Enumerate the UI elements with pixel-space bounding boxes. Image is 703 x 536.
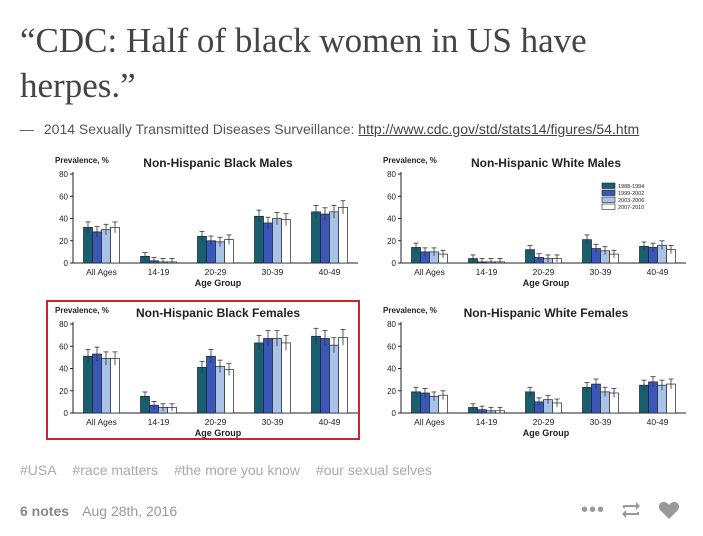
post-quote: “CDC: Half of black women in US have her… [20, 21, 587, 105]
y-tick-label: 60 [59, 192, 68, 201]
quote-source: — 2014 Sexually Transmitted Diseases Sur… [20, 121, 639, 137]
y-tick-label: 0 [64, 409, 69, 418]
x-tick-label: 14-19 [476, 267, 498, 277]
y-tick-label: 0 [64, 259, 69, 268]
y-axis-label: Prevalence, % [55, 306, 109, 315]
y-tick-label: 80 [59, 320, 68, 329]
x-tick-label: 30-39 [590, 417, 612, 427]
x-tick-label: 20-29 [533, 267, 555, 277]
legend-label: 2007-2010 [618, 205, 644, 211]
bar [311, 211, 321, 264]
y-tick-label: 60 [59, 342, 68, 351]
bar [272, 218, 282, 264]
y-tick-label: 80 [59, 170, 68, 179]
y-tick-label: 40 [59, 365, 68, 374]
x-tick-label: 14-19 [148, 417, 170, 427]
legend-swatch [601, 203, 616, 210]
y-tick-label: 20 [59, 387, 68, 396]
x-tick-label: 40-49 [647, 417, 669, 427]
tag-our-sexual-selves[interactable]: #our sexual selves [315, 462, 432, 478]
x-tick-label: 40-49 [647, 267, 669, 277]
y-tick-label: 40 [387, 365, 396, 374]
chart-svg: Non-Hispanic Black Males Prevalence, % 0 20… [55, 156, 358, 288]
chart-title: Non-Hispanic White Females [464, 306, 629, 320]
legend-label: 2003-2006 [618, 198, 644, 204]
bar [320, 213, 330, 264]
chart-title: Non-Hispanic Black Females [136, 306, 300, 320]
heart-icon[interactable] [657, 498, 681, 522]
x-tick-label: 14-19 [148, 267, 170, 277]
post-date[interactable]: Aug 28th, 2016 [82, 503, 178, 519]
post-tags: #USA #race matters #the more you know #o… [20, 462, 444, 478]
legend-swatch [601, 182, 616, 189]
post-footer: 6 notes Aug 28th, 2016 [20, 503, 177, 519]
y-tick-label: 20 [59, 237, 68, 246]
bar [329, 211, 339, 264]
notes-count[interactable]: 6 notes [20, 503, 70, 519]
y-axis-label: Prevalence, % [383, 156, 437, 165]
x-tick-label: 40-49 [319, 267, 341, 277]
y-axis-label: Prevalence, % [383, 306, 437, 315]
bar [263, 222, 273, 264]
bar [338, 207, 348, 264]
cdc-figure: Non-Hispanic Black Males Prevalence, % 0 20… [40, 150, 696, 450]
legend-label: 1999-2002 [618, 191, 644, 197]
chart-title: Non-Hispanic White Males [471, 156, 621, 170]
legend-label: 1988-1994 [618, 184, 644, 190]
y-tick-label: 40 [387, 215, 396, 224]
x-tick-label: 20-29 [205, 267, 227, 277]
chart-title: Non-Hispanic Black Males [143, 156, 293, 170]
chart-svg: Non-Hispanic Black Females Prevalence, % 0… [55, 306, 358, 438]
tag-the-more-you-know[interactable]: #the more you know [173, 462, 301, 478]
y-tick-label: 20 [387, 237, 396, 246]
x-tick-label: 30-39 [262, 267, 284, 277]
chart-svg: Non-Hispanic White Females Prevalence, % 0… [383, 306, 686, 438]
source-link[interactable]: http://www.cdc.gov/std/stats14/figures/5… [358, 121, 640, 137]
post-actions: ••• [581, 498, 681, 522]
x-tick-label: All Ages [414, 417, 445, 427]
x-tick-label: 14-19 [476, 417, 498, 427]
chart-black-males: Non-Hispanic Black Males Prevalence, % 0 20… [40, 150, 368, 300]
chart-white-females: Non-Hispanic White Females Prevalence, % 0… [368, 300, 696, 450]
chart-white-males: Non-Hispanic White Males Prevalence, % 0 20… [368, 150, 696, 300]
y-tick-label: 40 [59, 215, 68, 224]
y-tick-label: 0 [392, 409, 397, 418]
bar [254, 215, 264, 264]
y-tick-label: 60 [387, 342, 396, 351]
legend-swatch [601, 196, 616, 203]
x-tick-label: 20-29 [533, 417, 555, 427]
x-tick-label: All Ages [86, 417, 117, 427]
source-dash: — [20, 121, 34, 137]
x-axis-label: Age Group [195, 278, 242, 288]
source-text: 2014 Sexually Transmitted Diseases Surve… [43, 121, 355, 137]
y-tick-label: 60 [387, 192, 396, 201]
y-axis-label: Prevalence, % [55, 156, 109, 165]
y-tick-label: 0 [392, 259, 397, 268]
y-tick-label: 80 [387, 170, 396, 179]
x-axis-label: Age Group [523, 428, 570, 438]
bar [281, 219, 291, 264]
x-axis-label: Age Group [523, 278, 570, 288]
reblog-icon[interactable] [619, 498, 643, 522]
tag-usa[interactable]: #USA [20, 462, 57, 478]
chart-svg: Non-Hispanic White Males Prevalence, % 0 20… [383, 156, 686, 288]
x-tick-label: All Ages [86, 267, 117, 277]
y-tick-label: 20 [387, 387, 396, 396]
y-tick-label: 80 [387, 320, 396, 329]
more-dots-icon[interactable]: ••• [581, 499, 606, 521]
chart-black-females: Non-Hispanic Black Females Prevalence, % 0… [40, 300, 368, 450]
legend-swatch [601, 189, 616, 196]
tag-race-matters[interactable]: #race matters [72, 462, 159, 478]
x-axis-label: Age Group [195, 428, 242, 438]
highlight-box [46, 300, 360, 440]
x-tick-label: 30-39 [262, 417, 284, 427]
x-tick-label: 20-29 [205, 417, 227, 427]
x-tick-label: 30-39 [590, 267, 612, 277]
x-tick-label: All Ages [414, 267, 445, 277]
x-tick-label: 40-49 [319, 417, 341, 427]
